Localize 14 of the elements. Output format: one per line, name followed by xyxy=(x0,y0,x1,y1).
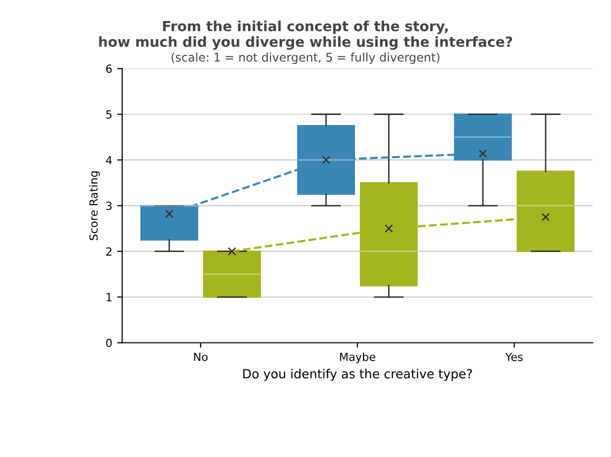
y-tick-label: 4 xyxy=(106,156,112,164)
y-tick-label: 2 xyxy=(106,247,112,256)
y-tick-label: 5 xyxy=(106,110,112,119)
y-tick-label: 0 xyxy=(106,338,112,348)
x-tick-label: Maybe xyxy=(340,352,376,364)
y-tick-label: 6 xyxy=(106,64,112,73)
chart-subtitle: (scale: 1 = not divergent, 5 = fully divergent) xyxy=(172,52,440,64)
y-tick-label: 1 xyxy=(106,293,112,302)
y-axis-title: Score Rating xyxy=(89,171,100,240)
x-tick-label: No xyxy=(194,352,208,362)
chart-title: From the initial concept of the story, how much did you diverge while using the interface? xyxy=(99,20,512,50)
x-tick-label: Yes xyxy=(505,352,523,362)
y-tick-label: 3 xyxy=(106,202,112,210)
x-axis-title: Do you identify as the creative type? xyxy=(243,368,472,381)
